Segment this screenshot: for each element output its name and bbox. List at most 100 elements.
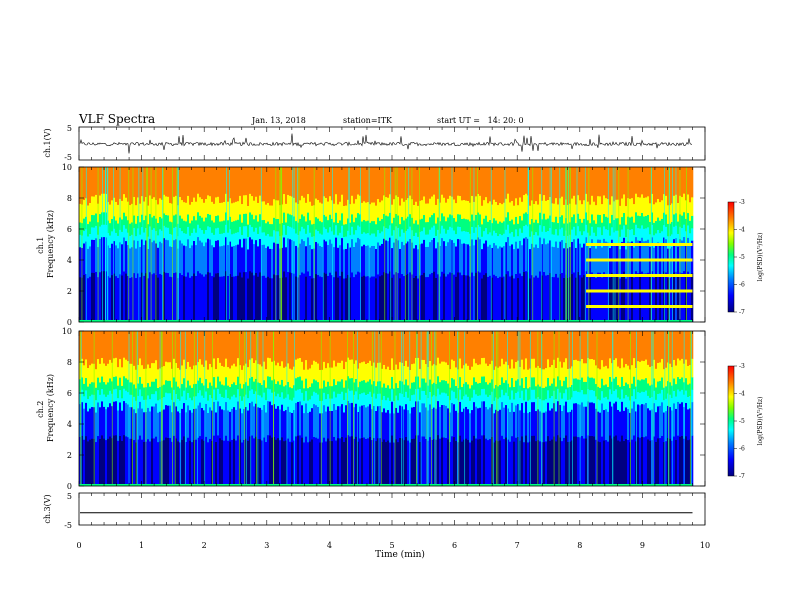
- spectrogram-cell: [511, 359, 514, 379]
- spectrogram-cell: [669, 167, 672, 206]
- spectrogram-cell: [175, 214, 178, 227]
- spectrogram-cell: [297, 376, 300, 390]
- spectrogram-cell: [155, 403, 158, 437]
- spectrogram-cell: [83, 199, 86, 219]
- spectrogram-cell: [209, 438, 212, 486]
- spectrogram-cell: [291, 412, 294, 443]
- spectrogram-cell: [117, 277, 120, 322]
- spectrogram-cell: [593, 359, 596, 379]
- spectrogram-cell: [211, 232, 214, 246]
- spectrogram-cell: [527, 388, 530, 401]
- spectrogram-cell: [577, 238, 580, 273]
- sferic-streak: [107, 167, 109, 322]
- spectrogram-cell: [201, 439, 204, 486]
- spectrogram-cell: [421, 167, 424, 201]
- spectrogram-cell: [609, 331, 612, 359]
- spectrogram-cell: [151, 381, 154, 395]
- spectrogram-cell: [157, 204, 160, 223]
- spectrogram-cell: [655, 399, 658, 413]
- spectrogram-cell: [669, 381, 672, 395]
- spectrogram-cell: [197, 167, 200, 194]
- spectrogram-cell: [217, 388, 220, 402]
- spectrogram-cell: [371, 167, 374, 203]
- spectrogram-cell: [223, 167, 226, 202]
- spectrogram-cell: [353, 203, 356, 223]
- spectrogram-cell: [393, 369, 396, 389]
- spectrogram-cell: [377, 437, 380, 486]
- spectrogram-cell: [551, 221, 554, 235]
- spectrogram-cell: [175, 362, 178, 382]
- spectrogram-cell: [203, 245, 206, 277]
- sferic-streak: [431, 331, 432, 486]
- spectrogram-cell: [265, 399, 268, 413]
- spectrogram-cell: [273, 274, 276, 322]
- spectrogram-cell: [531, 274, 534, 322]
- spectrogram-cell: [169, 361, 172, 381]
- spectrogram-cell: [289, 238, 292, 273]
- spectrogram-cell: [235, 440, 238, 486]
- spectrogram-cell: [493, 442, 496, 486]
- spectrogram-cell: [199, 377, 202, 391]
- spectrogram-cell: [197, 331, 200, 363]
- spectrogram-cell: [341, 391, 344, 405]
- spectrogram-cell: [185, 441, 188, 486]
- spectrogram-cell: [487, 439, 490, 486]
- spectrogram-cell: [425, 276, 428, 322]
- spectrogram-cell: [213, 376, 216, 390]
- spectrogram-cell: [165, 331, 168, 362]
- spectrogram-cell: [421, 199, 424, 219]
- spectrogram-cell: [185, 167, 188, 203]
- spectrogram-cell: [677, 376, 680, 390]
- spectrogram-cell: [639, 380, 642, 393]
- spectrogram-cell: [599, 239, 602, 273]
- spectrogram-cell: [287, 363, 290, 382]
- spectrogram-cell: [305, 221, 308, 234]
- spectrogram-cell: [155, 436, 158, 486]
- spectrogram-cell: [523, 369, 526, 389]
- spectrogram-cell: [113, 167, 116, 198]
- spectrogram-cell: [315, 380, 318, 393]
- spectrogram-cell: [659, 380, 662, 394]
- spectrogram-cell: [429, 331, 432, 361]
- spectrogram-cell: [167, 196, 170, 216]
- spectrogram-cell: [569, 399, 572, 412]
- spectrogram-cell: [563, 331, 566, 363]
- spectrogram-cell: [373, 393, 376, 406]
- spectrogram-cell: [363, 392, 366, 405]
- spectrogram-cell: [551, 439, 554, 486]
- spectrogram-cell: [265, 247, 268, 278]
- spectrogram-cell: [249, 167, 252, 194]
- sferic-streak: [565, 167, 567, 322]
- spectrogram-cell: [453, 230, 456, 243]
- ch1-ytick-top: 5: [67, 124, 72, 133]
- spectrogram-cell: [151, 362, 154, 382]
- spectrogram-cell: [447, 364, 450, 384]
- spectrogram-cell: [213, 401, 216, 436]
- spectrogram-cell: [133, 215, 136, 228]
- spectrogram-cell: [179, 167, 182, 198]
- spectrogram-cell: [565, 376, 568, 390]
- spectrogram-cell: [393, 217, 396, 231]
- spectrogram-cell: [617, 384, 620, 398]
- spectrogram-cell: [621, 358, 624, 378]
- spectrogram-cell: [151, 331, 154, 364]
- spectrogram-cell: [645, 215, 648, 229]
- spectrogram-cell: [663, 331, 666, 370]
- spectrogram-cell: [599, 412, 602, 443]
- spectrogram-cell: [149, 167, 152, 196]
- spectrogram-cell: [265, 222, 268, 236]
- spectrogram-cell: [609, 222, 612, 236]
- sferic-streak: [226, 167, 227, 322]
- spectrogram-cell: [271, 404, 274, 438]
- sferic-streak: [416, 331, 418, 486]
- spectrogram-cell: [501, 167, 504, 205]
- spectrogram-cell: [397, 369, 400, 388]
- spectrogram-cell: [575, 378, 578, 391]
- spectrogram-cell: [541, 167, 544, 201]
- spectrogram-cell: [251, 401, 254, 436]
- spectrogram-cell: [407, 216, 410, 230]
- spectrogram-cell: [103, 331, 106, 364]
- spectrogram-cell: [223, 245, 226, 277]
- spectrogram-cell: [441, 271, 444, 322]
- spectrogram-cell: [265, 387, 268, 401]
